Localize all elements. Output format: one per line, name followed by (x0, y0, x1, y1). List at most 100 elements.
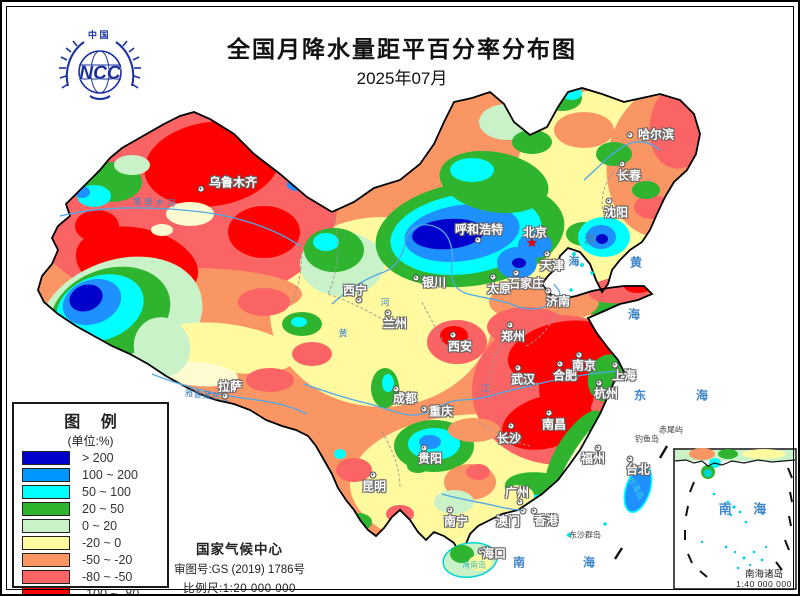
city-marker (530, 507, 538, 515)
legend-swatch (22, 553, 70, 568)
island-label: 赤尾屿 (659, 425, 683, 435)
legend-rows: > 200 100 ~ 200 50 ~ 100 20 ~ 50 0 ~ 20 -20 ~… (14, 451, 167, 594)
logo-ncc-text: NCC (79, 63, 120, 84)
city-marker (594, 444, 602, 452)
legend-range-label: -20 ~ 0 (82, 536, 122, 551)
coastal-specks (567, 252, 607, 537)
rivers (59, 140, 661, 511)
city-label: 南京 (571, 358, 597, 373)
city-marker (446, 506, 454, 514)
legend-swatch (22, 519, 70, 534)
sea-label: 渤 (584, 234, 596, 246)
legend-swatch (22, 485, 70, 500)
city-label: 西宁 (342, 283, 368, 298)
city-label: 广州 (504, 485, 530, 500)
city-marker (221, 392, 229, 400)
legend-unit: (单位:%) (67, 434, 114, 448)
city-marker (512, 269, 520, 277)
city-marker (556, 360, 564, 368)
capital-star-marker: ★ (526, 235, 538, 250)
city-label: 南昌 (541, 417, 567, 432)
city-marker (516, 498, 524, 506)
legend-range-label: 20 ~ 50 (82, 502, 125, 517)
legend-swatch (22, 570, 70, 585)
ncc-logo: 中 国 NCC (54, 28, 146, 112)
city-marker (543, 250, 551, 258)
city-marker (412, 274, 420, 282)
inset-scale-label: 1:40 000 000 (736, 579, 792, 589)
city-marker (545, 409, 553, 417)
city-marker (420, 405, 428, 413)
legend-row: -20 ~ 0 (22, 536, 167, 552)
sea-label: 黄 (629, 255, 643, 270)
city-label: 海口 (481, 546, 507, 561)
city-marker (369, 471, 377, 479)
city-marker (626, 131, 634, 139)
city-label: 长沙 (496, 431, 522, 446)
legend-swatch (22, 502, 70, 517)
island-label: 东沙群岛 (569, 530, 601, 540)
agency-name: 国家气候中心 (196, 542, 283, 557)
map-scale: 比例尺:1:20 000 000 (183, 583, 296, 595)
city-label: 石家庄 (507, 276, 545, 291)
city-label: 贵阳 (417, 451, 443, 466)
city-label: 香港 (533, 513, 559, 528)
city-label: 昆明 (361, 479, 387, 494)
province-boundaries (289, 161, 623, 489)
city-label: 天津 (539, 258, 565, 273)
city-label: 北京 (522, 225, 548, 240)
inset-sea-label: 南 海 (718, 501, 776, 517)
city-label: 澳门 (495, 514, 521, 529)
island-label: 海南岛 (462, 560, 486, 570)
legend-row: 20 ~ 50 (22, 502, 167, 518)
legend-range-label: -80 ~ -50 (82, 570, 133, 585)
river-label: 河 (380, 297, 390, 308)
legend-swatch (22, 536, 70, 551)
city-label: 武汉 (510, 372, 536, 387)
city-marker (449, 331, 457, 339)
sea-label: 海 (627, 307, 641, 322)
inset-island-specks (700, 492, 768, 570)
city-label: 台北 (625, 462, 651, 477)
city-label: 乌鲁木齐 (208, 175, 258, 190)
city-marker (197, 185, 205, 193)
city-marker (595, 379, 603, 387)
city-label: 郑州 (500, 329, 526, 344)
page-subtitle: 2025年07月 (356, 69, 448, 88)
sea-label: 海 (568, 256, 580, 268)
legend-title: 图 例 (64, 414, 125, 431)
legend-row: > 200 (22, 451, 167, 467)
city-marker (420, 444, 428, 452)
legend-row: 50 ~ 100 (22, 485, 167, 501)
sea-label: 东 海 (633, 388, 719, 403)
taiwan-island (623, 465, 653, 513)
legend-row: -50 ~ -20 (22, 553, 167, 569)
map-credits: 国家气候中心 审图号:GS (2019) 1786号 比例尺:1:20 000 … (157, 538, 322, 595)
legend-swatch (22, 468, 70, 483)
city-label: 重庆 (428, 404, 454, 419)
city-marker (514, 364, 522, 372)
ncc-logo-emblem: 中 国 NCC (59, 29, 141, 100)
city-marker (507, 422, 515, 430)
city-label: 太原 (486, 281, 512, 296)
city-label: 西安 (447, 339, 473, 354)
river-label: 塔 里 木 河 (131, 196, 176, 209)
city-label: 上海 (611, 368, 637, 383)
legend-swatch (22, 451, 70, 466)
legend-range-label: 0 ~ 20 (82, 519, 118, 534)
legend-row: 100 ~ 200 (22, 468, 167, 484)
city-label: 合肥 (552, 368, 578, 383)
city-label: 福州 (580, 451, 606, 466)
city-marker (355, 296, 363, 304)
city-marker (544, 287, 552, 295)
city-marker (506, 321, 514, 329)
legend-range-label: > 200 (82, 451, 114, 466)
city-label: 沈阳 (603, 205, 629, 220)
legend-range-label: 100 ~ 200 (82, 468, 138, 483)
city-marker (618, 160, 626, 168)
legend-range-label: 50 ~ 100 (82, 485, 132, 500)
city-marker (626, 455, 634, 463)
city-label: 杭州 (593, 386, 619, 401)
